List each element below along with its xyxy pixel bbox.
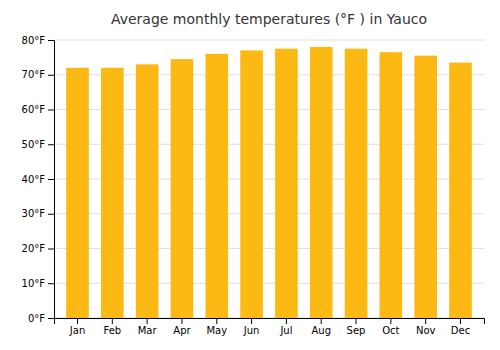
tick-mark [147,318,148,324]
tick: Jul [279,318,292,336]
tick: 0°F [28,313,54,324]
bar [205,54,228,318]
title: Average monthly temperatures (°F ) in Ya… [111,11,427,27]
tick-mark [48,110,54,111]
bar [345,49,368,318]
tick: 80°F [22,35,54,46]
bar [240,50,263,318]
tick-mark [48,283,54,284]
tick-label: Oct [382,325,399,336]
plot-area [66,47,472,318]
grid [54,40,484,318]
tick: 10°F [22,278,54,289]
tick-mark [216,318,217,324]
bar [380,52,403,318]
tick-label: Aug [311,325,331,336]
tick-mark [251,318,252,324]
tick: Jan [69,318,85,336]
tick-mark [77,318,78,324]
tick-mark [48,144,54,145]
tick-mark [356,318,357,324]
tick-label: 20°F [22,243,46,254]
bar [171,59,194,318]
tick-label: 70°F [22,69,46,80]
tick-mark [48,318,54,319]
tick-mark [425,318,426,324]
tick-label: 0°F [28,313,45,324]
tick: 20°F [22,243,54,254]
bar [275,49,298,318]
tick: Dec [451,318,470,336]
tick-label: Jul [279,325,292,336]
tick-label: 50°F [22,139,46,150]
tick-label: Apr [173,325,191,336]
tick: 50°F [22,139,54,150]
axis-line [48,41,55,319]
tick-label: 40°F [22,174,46,185]
tick: 40°F [22,174,54,185]
tick-label: Dec [451,325,470,336]
bar [310,47,333,318]
bar [66,68,89,318]
axis-line [55,319,485,325]
tick-label: 30°F [22,208,46,219]
tick-mark [48,214,54,215]
tick-label: May [206,325,227,336]
tick-label: Feb [103,325,121,336]
tick: Apr [173,318,191,336]
tick-mark [390,318,391,324]
bar [414,56,437,318]
tick-label: Jan [69,325,85,336]
tick-label: Sep [347,325,366,336]
grid-line [54,40,484,41]
tick-mark [48,249,54,250]
tick: 30°F [22,208,54,219]
bar [136,64,159,318]
tick-mark [112,318,113,324]
tick-mark [321,318,322,324]
tick-mark [48,75,54,76]
chart: 0°F 10°F 20°F 30°F 40°F 50°F 60°F 70°F 80°F Jan Fe… [0,0,500,350]
tick-mark [48,179,54,180]
bar [449,63,472,318]
tick: Jun [243,318,260,336]
tick-mark [460,318,461,324]
tick: Sep [347,318,366,336]
bar [101,68,124,318]
y-axis: 0°F 10°F 20°F 30°F 40°F 50°F 60°F 70°F 80°F [22,35,55,324]
tick: Aug [311,318,331,336]
tick: 60°F [22,104,54,115]
tick-label: 60°F [22,104,46,115]
x-axis: Jan Feb Mar Apr May Jun Jul Aug Sep Oct Nov Dec [55,318,485,336]
tick: Nov [416,318,436,336]
tick: 70°F [22,69,54,80]
tick: May [206,318,227,336]
tick-label: 10°F [22,278,46,289]
tick: Feb [103,318,121,336]
tick: Oct [382,318,399,336]
tick: Mar [138,318,158,336]
tick-label: Nov [416,325,436,336]
tick-mark [48,40,54,41]
tick-label: 80°F [22,35,46,46]
tick-mark [286,318,287,324]
tick-mark [181,318,182,324]
tick-label: Mar [138,325,158,336]
tick-label: Jun [243,325,260,336]
